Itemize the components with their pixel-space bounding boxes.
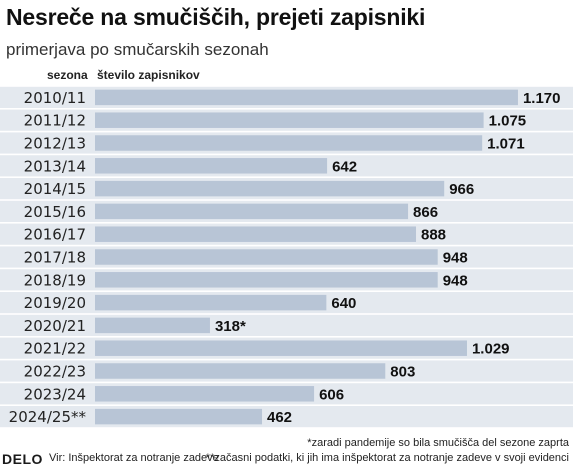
footnote-pandemic: *zaradi pandemije so bila smučišča del s… [307,437,569,449]
data-label: 462 [267,409,292,426]
bar [95,112,484,128]
data-label: 803 [390,364,415,381]
data-label: 888 [421,227,446,244]
bar [95,249,438,265]
column-header-season: sezona [47,68,88,82]
column-header-count: število zapisnikov [97,68,200,82]
bar [95,158,328,174]
category-label: 2017/18 [24,249,86,267]
data-label: 642 [332,158,357,175]
bar [95,226,417,242]
category-label: 2019/20 [24,294,86,312]
bar [95,408,263,425]
bar [95,135,483,151]
bar-chart: 2010/11 1.170 2011/12 1.075 2012/13 1.071 2013… [0,86,573,428]
source-note: Vir: Inšpektorat za notranje zadeve [49,452,219,464]
data-label: 318* [215,318,246,335]
category-label: 2014/15 [24,180,86,198]
data-label: 866 [413,204,438,221]
category-label: 2011/12 [24,112,86,130]
data-label: 640 [331,295,356,312]
bar [95,294,327,311]
data-label: 966 [449,181,474,198]
bar [95,203,409,220]
bar [95,340,467,356]
bar [95,317,210,334]
data-label: 1.075 [489,113,527,130]
data-label: 948 [443,250,468,267]
data-label: 948 [443,272,468,289]
chart-subtitle: primerjava po smučarskih sezonah [6,40,269,59]
category-label: 2010/11 [24,89,86,107]
category-label: 2012/13 [24,135,86,153]
data-label: 1.071 [487,136,525,153]
bar [95,180,445,197]
bar [95,363,386,379]
category-label: 2013/14 [24,157,86,175]
bar [95,386,315,402]
category-label: 2020/21 [24,317,86,335]
data-label: 1.029 [472,341,510,358]
data-label: 1.170 [523,90,561,107]
data-label: 606 [319,386,344,403]
category-label: 2021/22 [24,340,86,358]
bar [95,89,518,106]
category-label: 2015/16 [24,203,86,221]
category-label: 2023/24 [24,385,86,403]
category-label: 2016/17 [24,226,86,244]
bar [95,272,438,288]
category-label: 2018/19 [24,271,86,289]
category-label: 2022/23 [24,363,86,381]
footnote-provisional: **začasni podatki, ki jih ima inšpektora… [205,452,569,464]
category-label: 2024/25** [9,408,87,426]
chart-title: Nesreče na smučiščih, prejeti zapisniki [6,4,426,30]
delo-logo: DELO [2,451,43,467]
